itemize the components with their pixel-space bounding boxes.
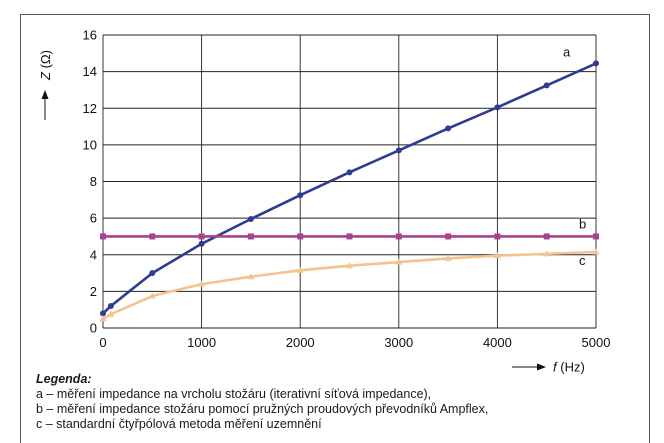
y-tick-label: 0 bbox=[90, 321, 97, 336]
data-point-a bbox=[346, 169, 353, 176]
legend-line-a: a – měření impedance na vrcholu stožáru … bbox=[36, 387, 432, 401]
x-tick-label: 2000 bbox=[286, 335, 315, 350]
series-label-b: b bbox=[579, 216, 586, 231]
x-axis-symbol: f bbox=[553, 360, 558, 375]
legend-line-b: b – měření impedance stožáru pomocí pruž… bbox=[36, 402, 489, 416]
data-point-c bbox=[148, 292, 156, 299]
y-tick-label: 14 bbox=[83, 64, 97, 79]
series-b bbox=[100, 233, 599, 240]
data-point-c bbox=[296, 266, 304, 273]
data-point-a bbox=[149, 270, 156, 277]
data-point-a bbox=[543, 82, 550, 89]
data-point-c bbox=[543, 250, 551, 257]
y-tick-label: 12 bbox=[83, 101, 97, 116]
data-point-b bbox=[593, 233, 599, 240]
series-c bbox=[99, 248, 600, 322]
data-point-a bbox=[100, 310, 106, 317]
data-point-b bbox=[149, 233, 156, 240]
data-point-c bbox=[198, 280, 205, 287]
series-a bbox=[100, 60, 599, 317]
series-label-a: a bbox=[563, 44, 571, 59]
y-tick-label: 10 bbox=[83, 137, 97, 152]
data-point-a bbox=[395, 147, 402, 154]
y-tick-label: 6 bbox=[90, 211, 97, 226]
x-tick-label: 0 bbox=[99, 335, 106, 350]
data-point-c bbox=[107, 310, 115, 317]
x-axis-label: f (Hz) bbox=[553, 360, 585, 375]
x-tick-label: 4000 bbox=[483, 335, 512, 350]
grid bbox=[102, 34, 597, 329]
figure-frame bbox=[20, 14, 650, 443]
data-point-c bbox=[494, 252, 501, 259]
data-point-c bbox=[346, 262, 353, 269]
tick-labels: 0 2 4 6 8 10 12 14 16 0 1000 2000 3000 4000 5000 bbox=[83, 28, 611, 351]
data-point-b bbox=[445, 233, 452, 240]
data-point-b bbox=[297, 233, 304, 240]
y-axis-symbol: Z bbox=[38, 71, 53, 81]
axis-labels: a b c Z (Ω) f (Hz) bbox=[38, 44, 586, 374]
data-point-c bbox=[592, 248, 600, 255]
data-point-a bbox=[297, 192, 304, 199]
legend-line-c: c – standardní čtyřpólová metoda měření … bbox=[36, 417, 322, 431]
y-axis-label: Z (Ω) bbox=[38, 50, 53, 81]
series-line-a bbox=[102, 62, 597, 315]
y-tick-label: 4 bbox=[90, 247, 97, 262]
data-point-c bbox=[444, 254, 452, 262]
x-tick-label: 5000 bbox=[582, 335, 611, 350]
y-axis-arrowhead bbox=[41, 90, 49, 99]
data-point-c bbox=[99, 315, 107, 322]
legend-text: Legenda: a – měření impedance na vrcholu… bbox=[36, 372, 488, 432]
data-point-a bbox=[198, 240, 205, 247]
y-axis-unit: (Ω) bbox=[38, 50, 53, 72]
data-point-a bbox=[107, 303, 114, 310]
data-point-a bbox=[593, 60, 599, 67]
data-point-c bbox=[247, 273, 255, 280]
data-point-b bbox=[494, 233, 501, 240]
series-lines bbox=[99, 60, 600, 322]
y-tick-label: 8 bbox=[90, 174, 97, 189]
y-tick-label: 16 bbox=[83, 28, 97, 43]
series-line-c bbox=[102, 250, 597, 320]
data-point-b bbox=[346, 233, 353, 240]
data-point-a bbox=[445, 125, 452, 132]
x-axis-unit: (Hz) bbox=[557, 360, 585, 375]
x-axis-arrowhead bbox=[537, 363, 546, 371]
x-tick-label: 3000 bbox=[384, 335, 413, 350]
data-point-b bbox=[543, 233, 550, 240]
y-tick-label: 2 bbox=[90, 284, 97, 299]
data-point-a bbox=[494, 104, 501, 111]
data-point-a bbox=[247, 216, 254, 223]
data-point-b bbox=[198, 233, 205, 240]
data-point-b bbox=[100, 233, 106, 240]
data-point-b bbox=[395, 233, 402, 240]
legend-heading: Legenda: bbox=[36, 372, 92, 386]
data-point-c bbox=[395, 258, 403, 265]
series-label-c: c bbox=[579, 253, 586, 268]
x-tick-label: 1000 bbox=[187, 335, 216, 350]
data-point-b bbox=[247, 233, 254, 240]
